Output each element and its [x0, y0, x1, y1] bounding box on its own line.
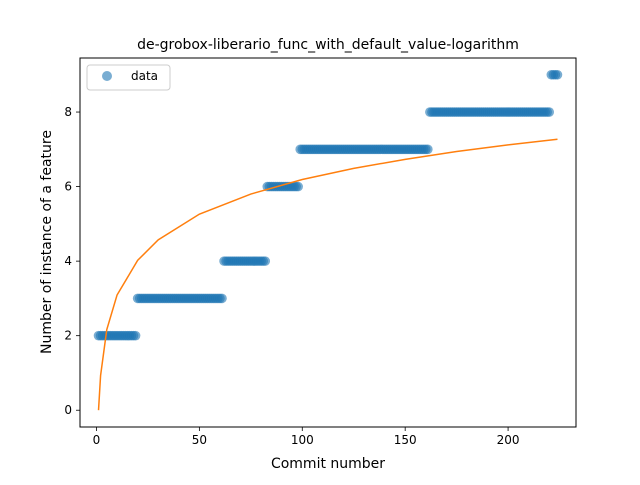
legend-marker-data: [102, 71, 112, 81]
data-point: [217, 293, 227, 304]
data-point: [293, 181, 303, 192]
legend-label-data: data: [131, 69, 158, 83]
y-tick-label: 8: [64, 105, 72, 119]
data-point: [130, 330, 141, 341]
data-point: [544, 107, 555, 117]
y-axis-label: Number of instance of a feature: [39, 130, 55, 354]
x-tick-label: 200: [497, 433, 520, 447]
y-axis-ticks: 0 2 4 6 8: [64, 105, 80, 417]
x-axis-label: Commit number: [271, 456, 385, 472]
x-axis-ticks: 0 50 100 150 200: [93, 427, 520, 447]
y-tick-label: 2: [64, 329, 72, 343]
legend: data: [86, 64, 171, 91]
fit-curve: [97, 138, 558, 411]
data-point: [423, 144, 433, 155]
x-tick-label: 50: [192, 433, 207, 447]
data-point: [260, 256, 271, 266]
y-tick-label: 0: [64, 403, 72, 417]
plot-content: [93, 69, 563, 411]
y-tick-label: 6: [64, 180, 72, 194]
chart-title: de-grobox-liberario_func_with_default_va…: [137, 37, 519, 53]
y-tick-label: 4: [64, 254, 72, 268]
x-tick-label: 100: [291, 433, 314, 447]
x-tick-label: 0: [93, 433, 101, 447]
axes-frame: [79, 57, 577, 428]
x-tick-label: 150: [394, 433, 417, 447]
data-point: [552, 69, 563, 80]
